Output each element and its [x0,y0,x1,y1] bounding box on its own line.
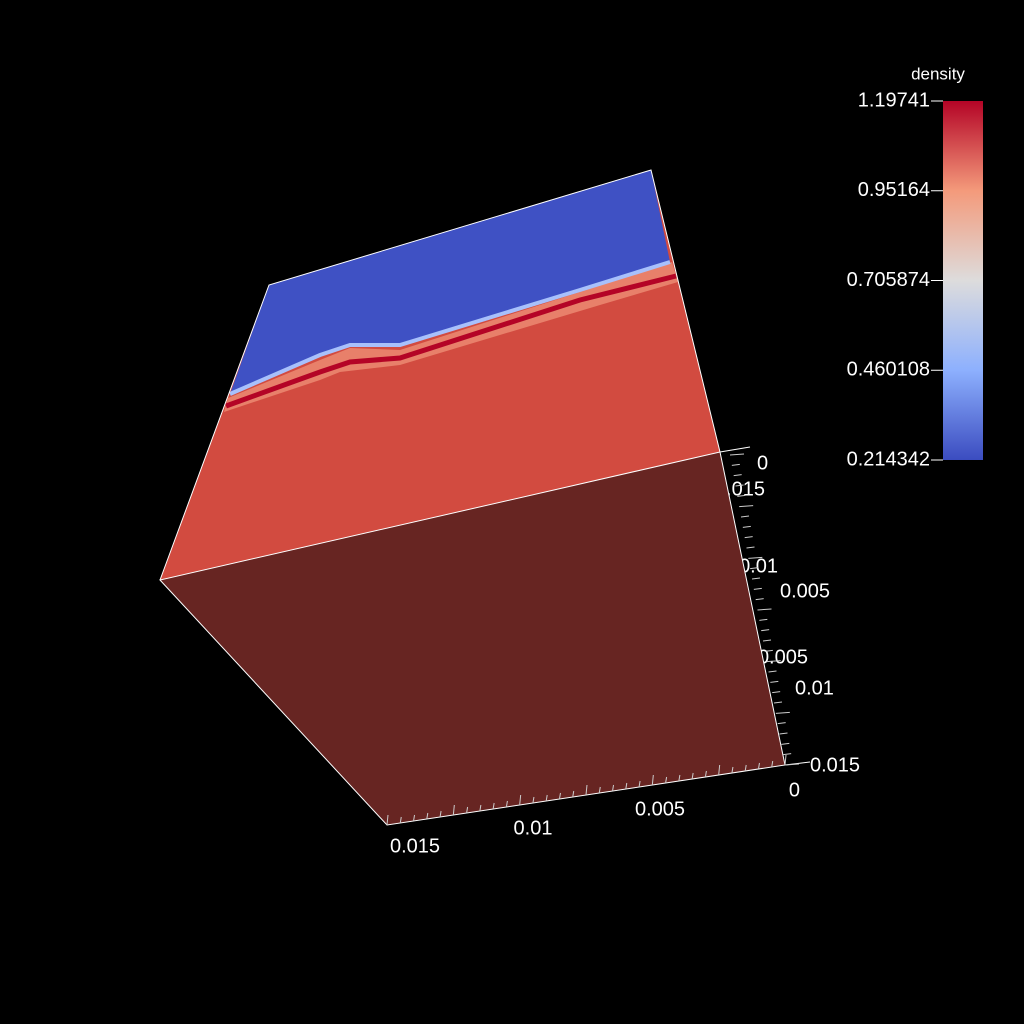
interface-band [224,262,678,412]
axis-ticks [386,446,811,826]
tick [413,814,416,822]
colorbar-title: density [911,64,965,83]
interface-line [225,273,677,409]
tick [777,722,786,725]
tick [761,629,770,632]
tick [452,804,455,816]
tick [558,792,561,800]
tick [466,806,469,814]
tick [638,780,641,788]
tick [532,796,535,804]
tick [762,639,772,642]
tick [771,760,774,768]
interface-light [229,260,671,396]
colorbar-tick-label: 1.19741 [858,89,930,111]
tick [572,790,575,798]
tick [426,812,429,820]
tick [665,776,668,784]
tick [731,766,734,774]
tick [519,794,522,806]
tick [704,770,707,778]
axis-tick-label: 0.005 [635,798,685,820]
tick [755,598,764,601]
tick [733,474,742,477]
tick [773,701,783,704]
axis-tick-label: 0 [757,452,768,474]
tick [735,484,744,487]
tick [386,814,389,826]
colorbar-scale [943,101,983,460]
tick [742,525,751,528]
tick [781,742,790,745]
axis-tick-label: 0.005 [758,646,808,668]
tick [783,753,792,756]
tick [784,763,800,766]
tick [775,711,790,714]
tick [764,649,773,652]
tick [678,774,681,782]
tick [399,816,402,824]
tick [739,505,754,508]
tick [746,546,755,549]
tick [625,782,628,790]
axis-tick-label: 0.005 [780,580,830,602]
tick [770,680,779,683]
tick [779,732,788,735]
tick [751,577,761,580]
tick [757,762,760,770]
tick [651,774,654,786]
tick [479,804,482,812]
tick [748,556,763,559]
colorbar-tick-label: 0.705874 [847,269,930,291]
colorbar-tick-label: 0.95164 [858,179,930,201]
tick [505,800,508,808]
axis-tick-label: 0.015 [810,754,860,776]
cube [159,169,786,826]
tick [772,691,781,694]
tick [757,608,772,611]
tick [612,784,615,792]
tick [718,764,721,776]
tick [784,754,787,766]
tick [585,784,588,796]
colorbar-tick-label: 0.214342 [847,448,930,470]
front-face [160,452,785,825]
axis-tick-label: 0.015 [390,835,440,857]
axis-tick-label: 0.01 [514,817,553,839]
colorbar-tick-label: 0.460108 [847,359,930,381]
tick [439,810,442,818]
tick [492,802,495,810]
tick [691,772,694,780]
tick [729,453,745,456]
axis-tick-label: 0 [789,779,800,801]
tick [768,670,777,673]
axis-tick-label: 0.01 [795,677,834,699]
tick [766,660,781,663]
tick [744,764,747,772]
tick [737,494,746,497]
axis-line [719,446,751,453]
tick [753,587,762,590]
tick [731,463,740,466]
tick [759,618,768,621]
tick [744,536,753,539]
colorbar: density 1.19741 0.95164 0.705874 0.460108 0.… [847,64,983,470]
tick [740,515,750,518]
tick [750,567,759,570]
tick [545,794,548,802]
tick [598,786,601,794]
upper-region [230,170,670,394]
axis-tick-label: 0.01 [739,555,778,577]
